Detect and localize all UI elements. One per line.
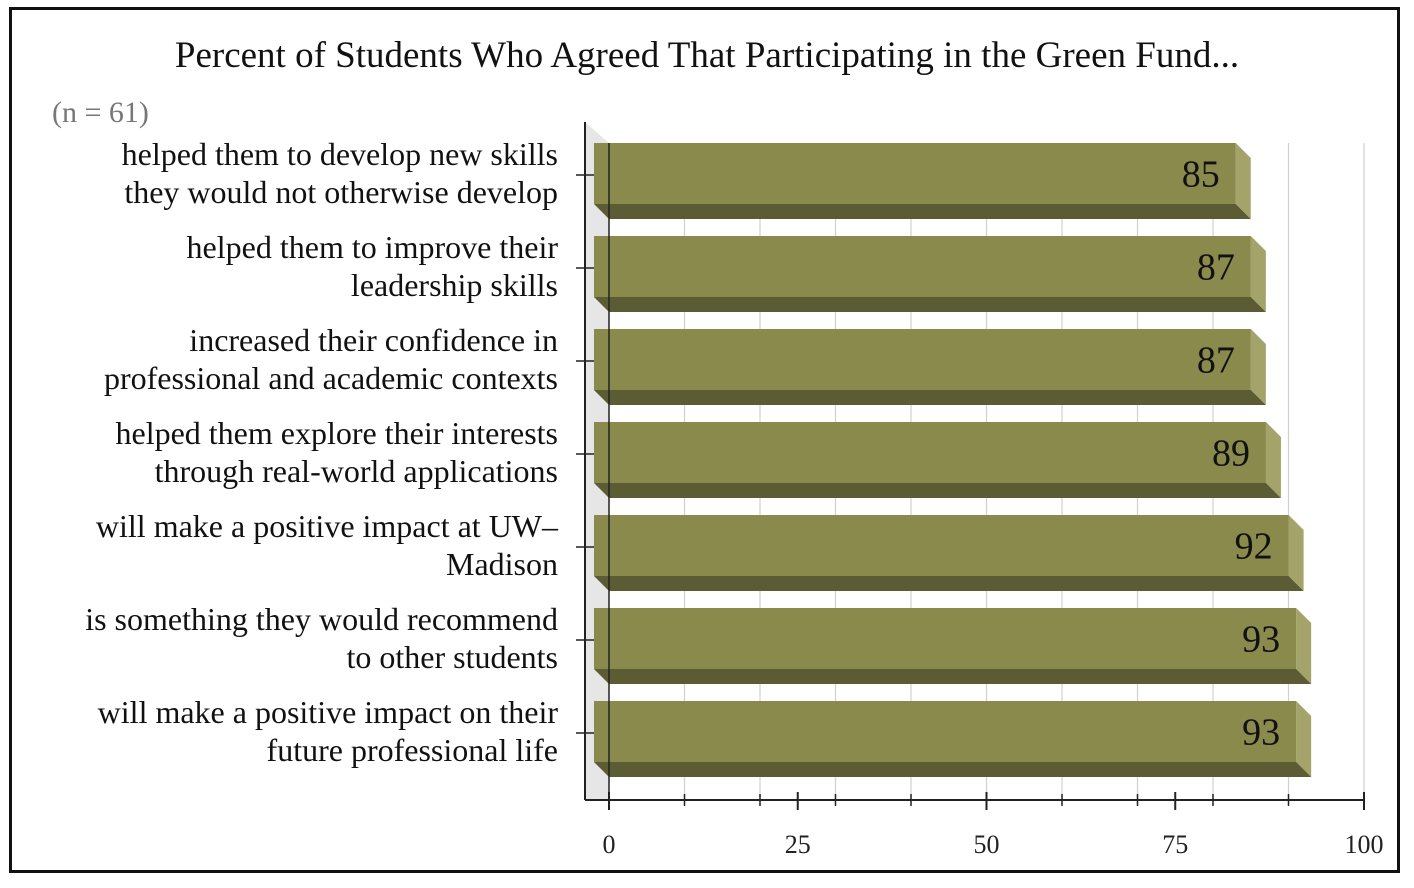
category-label: will make a positive impact on their bbox=[98, 694, 559, 730]
data-label: 87 bbox=[1197, 247, 1235, 289]
category-label: they would not otherwise develop bbox=[124, 174, 558, 210]
category-label: helped them explore their interests bbox=[115, 415, 558, 451]
bar-end-face bbox=[1265, 422, 1281, 498]
x-tick-label: 100 bbox=[1345, 830, 1384, 859]
bar-front-face bbox=[594, 143, 1236, 204]
bar-bottom-face bbox=[594, 762, 1312, 777]
bar-bottom-face bbox=[594, 204, 1251, 219]
bar-end-face bbox=[1235, 143, 1251, 219]
bar bbox=[594, 236, 1266, 312]
bar-front-face bbox=[594, 701, 1297, 762]
x-tick-label: 75 bbox=[1162, 830, 1188, 859]
bar-front-face bbox=[594, 422, 1266, 483]
bar bbox=[594, 329, 1266, 405]
category-label: helped them to improve their bbox=[187, 229, 559, 265]
bar-end-face bbox=[1250, 236, 1266, 312]
category-label: will make a positive impact at UW– bbox=[96, 508, 559, 544]
bar-end-face bbox=[1288, 515, 1304, 591]
bar-front-face bbox=[594, 236, 1251, 297]
bar bbox=[594, 515, 1304, 591]
bar-bottom-face bbox=[594, 483, 1281, 498]
category-label: Madison bbox=[446, 546, 558, 582]
bar-bottom-face bbox=[594, 297, 1266, 312]
bar-end-face bbox=[1296, 701, 1312, 777]
category-label: leadership skills bbox=[351, 267, 558, 303]
chart-subtitle: (n = 61) bbox=[52, 96, 149, 129]
bar-front-face bbox=[594, 329, 1251, 390]
x-tick-label: 0 bbox=[603, 830, 616, 859]
category-label: through real-world applications bbox=[155, 453, 558, 489]
data-label: 93 bbox=[1242, 712, 1280, 754]
category-label: professional and academic contexts bbox=[104, 360, 558, 396]
data-label: 89 bbox=[1212, 433, 1250, 475]
category-label: to other students bbox=[346, 639, 558, 675]
x-tick-label: 50 bbox=[974, 830, 1000, 859]
bar-bottom-face bbox=[594, 576, 1304, 591]
bar bbox=[594, 608, 1312, 684]
data-label: 92 bbox=[1235, 526, 1273, 568]
bar-front-face bbox=[594, 515, 1289, 576]
bar-end-face bbox=[1250, 329, 1266, 405]
bar-front-face bbox=[594, 608, 1297, 669]
bar bbox=[594, 701, 1312, 777]
data-label: 85 bbox=[1182, 154, 1220, 196]
data-label: 93 bbox=[1242, 619, 1280, 661]
bar bbox=[594, 143, 1251, 219]
axes: 0 25 50 75 100 bbox=[576, 122, 1384, 859]
category-label: increased their confidence in bbox=[189, 322, 558, 358]
category-label: is something they would recommend bbox=[85, 601, 558, 637]
chart-title: Percent of Students Who Agreed That Part… bbox=[174, 35, 1240, 76]
category-label: future professional life bbox=[267, 732, 558, 768]
category-label: helped them to develop new skills bbox=[122, 136, 558, 172]
bar-bottom-face bbox=[594, 390, 1266, 405]
x-tick-label: 25 bbox=[785, 830, 811, 859]
data-label: 87 bbox=[1197, 340, 1235, 382]
bars: 85 87 87 89 92 93 93 bbox=[594, 143, 1312, 777]
bar bbox=[594, 422, 1281, 498]
bar-end-face bbox=[1296, 608, 1312, 684]
bar-bottom-face bbox=[594, 669, 1312, 684]
